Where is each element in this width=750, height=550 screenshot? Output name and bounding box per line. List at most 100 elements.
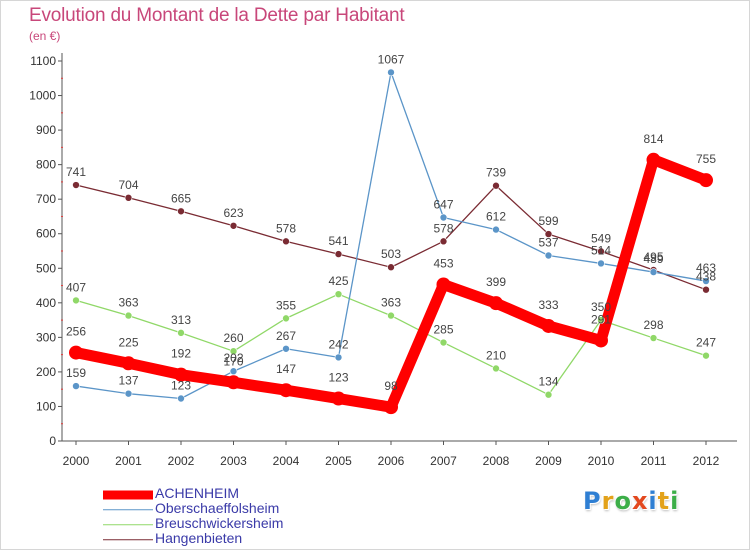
y-tick-label: 200 <box>36 365 56 379</box>
data-label: 134 <box>538 375 558 389</box>
y-tick-label: 400 <box>36 296 56 310</box>
data-label: 242 <box>328 337 348 351</box>
y-tick-label: 0 <box>49 434 56 448</box>
data-point <box>702 277 710 285</box>
x-tick-label: 2006 <box>378 454 405 468</box>
y-tick-label: 600 <box>36 227 56 241</box>
y-tick-label: 300 <box>36 330 56 344</box>
data-point <box>177 394 185 403</box>
data-label: 170 <box>223 354 243 368</box>
data-label: 623 <box>223 206 243 220</box>
data-point <box>282 237 290 246</box>
x-tick-label: 2005 <box>325 454 352 468</box>
data-point <box>124 389 133 398</box>
data-point <box>544 230 553 238</box>
data-point <box>72 382 80 390</box>
data-label: 210 <box>486 348 506 362</box>
brand-letter: i <box>670 487 680 515</box>
data-label: 503 <box>381 247 401 261</box>
x-tick-label: 2011 <box>641 454 667 468</box>
data-point <box>177 207 185 216</box>
data-point <box>702 351 710 360</box>
data-point <box>436 277 451 292</box>
brand-letter: P <box>583 487 602 515</box>
data-point <box>597 316 605 324</box>
data-point <box>541 318 556 333</box>
y-tick-label: 900 <box>36 123 56 137</box>
brand-letter: r <box>601 487 615 515</box>
data-label: 399 <box>486 275 506 289</box>
y-tick-label: 100 <box>36 399 56 413</box>
data-label: 453 <box>433 257 453 271</box>
data-point <box>334 250 343 258</box>
data-point <box>439 213 448 222</box>
data-point <box>121 356 136 371</box>
data-label: 225 <box>118 335 138 349</box>
data-label: 665 <box>171 191 191 205</box>
data-point <box>174 367 188 382</box>
data-point <box>492 225 500 234</box>
legend-label: Breuschwickersheim <box>155 515 284 531</box>
data-point <box>439 338 448 347</box>
brand-letter: t <box>657 487 671 515</box>
data-point <box>334 353 343 362</box>
legend-swatch <box>103 508 153 511</box>
data-label: 123 <box>328 371 348 385</box>
data-label: 814 <box>643 132 663 146</box>
data-label: 599 <box>538 214 558 228</box>
y-tick-label: 800 <box>36 158 56 172</box>
data-label: 537 <box>538 235 558 249</box>
data-point <box>229 367 238 376</box>
data-label: 267 <box>276 329 296 343</box>
legend-swatch <box>103 538 153 541</box>
data-point <box>124 311 133 320</box>
y-tick-label: 500 <box>36 261 56 275</box>
data-label: 350 <box>591 300 611 314</box>
data-point <box>229 221 238 230</box>
data-label: 495 <box>643 250 663 264</box>
data-point <box>594 333 608 348</box>
data-label: 425 <box>328 274 348 288</box>
data-label: 647 <box>433 197 453 211</box>
data-label: 137 <box>118 374 138 388</box>
data-point <box>649 268 658 276</box>
data-point <box>387 68 395 77</box>
data-point <box>72 181 80 189</box>
data-label: 549 <box>591 231 611 245</box>
data-point <box>544 390 553 399</box>
data-point <box>124 194 133 202</box>
data-point <box>229 347 238 355</box>
data-label: 159 <box>66 366 86 380</box>
data-label: 333 <box>538 298 558 312</box>
data-label: 260 <box>223 331 243 345</box>
data-label: 739 <box>486 166 506 180</box>
x-tick-label: 2008 <box>483 454 510 468</box>
data-point <box>489 296 503 311</box>
data-label: 123 <box>171 379 191 393</box>
data-point <box>387 311 395 320</box>
y-tick-label: 1000 <box>29 89 56 103</box>
data-label: 298 <box>643 318 663 332</box>
data-point <box>384 400 398 415</box>
brand-letter: o <box>614 487 632 515</box>
data-label: 612 <box>486 210 506 224</box>
data-label: 704 <box>118 178 138 192</box>
data-point <box>282 344 290 353</box>
legend-swatch <box>103 490 153 499</box>
data-label: 755 <box>696 152 716 166</box>
x-tick-label: 2010 <box>588 454 615 468</box>
data-label: 463 <box>696 261 716 275</box>
data-point <box>702 285 710 294</box>
data-point <box>597 259 605 268</box>
data-point <box>387 263 395 272</box>
data-label: 247 <box>696 336 716 350</box>
data-point <box>649 334 658 342</box>
data-point <box>226 375 241 390</box>
legend-swatch <box>103 523 153 526</box>
data-label: 578 <box>433 221 453 235</box>
x-tick-label: 2001 <box>115 454 142 468</box>
x-tick-label: 2003 <box>220 454 247 468</box>
data-point <box>282 314 290 323</box>
